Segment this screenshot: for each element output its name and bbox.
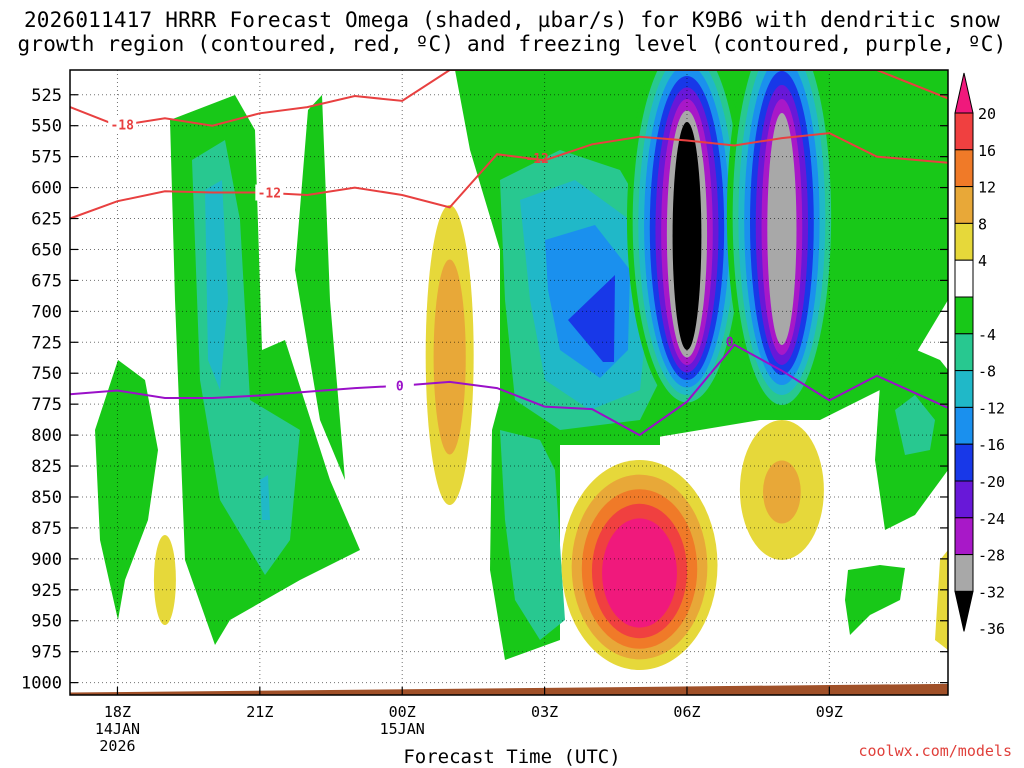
colorbar-label--12: -12 xyxy=(978,399,1005,417)
colorbar-label--16: -16 xyxy=(978,436,1005,454)
colorbar-bin--4to4 xyxy=(954,259,974,298)
y-tick-label-850: 850 xyxy=(31,488,62,508)
colorbar-bin-4to8 xyxy=(954,222,974,261)
colorbar-bin--8to-4 xyxy=(954,296,974,335)
colorbar-label-16: 16 xyxy=(978,142,996,160)
colorbar-label--32: -32 xyxy=(978,583,1005,601)
colorbar-bin-8to12 xyxy=(954,186,974,224)
colorbar-label-12: 12 xyxy=(978,179,996,197)
freezing-level-contour-layer: 0 xyxy=(70,343,948,437)
x-tick-label-15JAN: 15JAN xyxy=(380,720,425,738)
chart-title-line-1: 2026011417 HRRR Forecast Omega (shaded, … xyxy=(23,8,1001,32)
omega-descent-01Z-level-2 xyxy=(433,259,466,455)
omega-darkblue-03Z xyxy=(568,275,615,362)
colorbar-label--4: -4 xyxy=(978,326,996,344)
y-tick-label-875: 875 xyxy=(31,519,62,539)
colorbar-bin--12to-8 xyxy=(954,333,974,372)
colorbar-bin--20to-16 xyxy=(954,406,974,445)
colorbar-bin--28to-24 xyxy=(954,480,974,519)
plot-frame xyxy=(69,69,949,696)
credit-text: coolwx.com/models xyxy=(858,742,1012,760)
y-tick-label-725: 725 xyxy=(31,333,62,353)
y-tick-label-600: 600 xyxy=(31,179,62,199)
dgz-contour-minus12 xyxy=(70,132,948,220)
y-tick-label-525: 525 xyxy=(31,86,62,106)
omega-green-18Z xyxy=(95,360,158,620)
colorbar-label-4: 4 xyxy=(978,252,987,270)
x-tick-label-03Z: 03Z xyxy=(531,703,558,721)
y-tick-label-950: 950 xyxy=(31,612,62,632)
colorbar-bottom-arrow xyxy=(954,590,974,632)
omega-cyan-west-low xyxy=(260,475,270,520)
omega-descent-11Z xyxy=(935,550,948,650)
terrain-strip xyxy=(70,683,948,695)
dgz-contour-minus18-layer: -18 xyxy=(70,70,948,133)
y-tick-label-800: 800 xyxy=(31,426,62,446)
x-axis-title: Forecast Time (UTC) xyxy=(403,746,621,768)
omega-cyan-west xyxy=(205,180,228,390)
freezing-level-contour-label-bg xyxy=(385,377,414,394)
y-tick-label-700: 700 xyxy=(31,302,62,322)
y-tick-label-675: 675 xyxy=(31,271,62,291)
dgz-contour-minus12-label-bg xyxy=(255,184,284,201)
colorbar-bin--16to-12 xyxy=(954,370,974,408)
colorbar-bin--36to-32 xyxy=(954,554,974,592)
omega-descent-07Z-level-2 xyxy=(762,460,801,524)
colorbar-bin--24to-20 xyxy=(954,443,974,482)
x-tick-label-2026: 2026 xyxy=(99,737,135,755)
dgz-contour-minus12-layer: -12 xyxy=(70,132,948,220)
plot-layer xyxy=(70,70,948,695)
colorbar-top-arrow xyxy=(954,72,974,114)
freezing-level-contour xyxy=(70,343,948,437)
y-tick-label-925: 925 xyxy=(31,581,62,601)
freezing-level-contour-label: 0 xyxy=(396,380,404,395)
dgz-contour-minus18-label-bg xyxy=(108,116,137,133)
y-tick-label-625: 625 xyxy=(31,210,62,230)
y-tick-label-775: 775 xyxy=(31,395,62,415)
y-tick-label-1000: 1000 xyxy=(21,674,62,694)
colorbar-label--24: -24 xyxy=(978,510,1005,528)
colorbar-bin-16to20 xyxy=(954,112,974,151)
dgz-contour-minus12-label-2: -12 xyxy=(525,152,548,167)
y-tick-label-750: 750 xyxy=(31,364,62,384)
freezing-level-label-2: 0 xyxy=(726,335,734,350)
x-tick-label-09Z: 09Z xyxy=(816,703,843,721)
x-tick-label-00Z: 00Z xyxy=(389,703,416,721)
colorbar-label--20: -20 xyxy=(978,473,1005,491)
colorbar-label-8: 8 xyxy=(978,215,987,233)
omega-core-06Z-level-9 xyxy=(672,122,702,350)
x-tick-label-06Z: 06Z xyxy=(673,703,700,721)
colorbar-label--28: -28 xyxy=(978,547,1005,565)
y-tick-label-650: 650 xyxy=(31,240,62,260)
omega-teal-03Z-low xyxy=(500,430,565,640)
y-tick-label-550: 550 xyxy=(31,117,62,137)
x-tick-label-21Z: 21Z xyxy=(246,703,273,721)
x-tick-label-18Z: 18Z xyxy=(104,703,131,721)
omega-green-22Z xyxy=(295,95,345,480)
dgz-contour-minus18 xyxy=(70,70,948,127)
y-tick-label-900: 900 xyxy=(31,550,62,570)
omega-descent-18Z-level-1 xyxy=(153,535,176,625)
colorbar-label--36: -36 xyxy=(978,620,1005,638)
dgz-contour-minus12-label: -12 xyxy=(258,187,281,202)
y-tick-label-825: 825 xyxy=(31,457,62,477)
y-tick-label-975: 975 xyxy=(31,643,62,663)
omega-green-09Z xyxy=(845,565,905,635)
chart-title-line-2: growth region (contoured, red, ºC) and f… xyxy=(17,32,1007,56)
x-tick-label-14JAN: 14JAN xyxy=(95,720,140,738)
colorbar-bin-12to16 xyxy=(954,149,974,188)
omega-descent-05Z-level-5 xyxy=(602,518,677,628)
colorbar-bin--32to-28 xyxy=(954,517,974,556)
omega-teal-10Z xyxy=(895,395,935,455)
colorbar-label-20: 20 xyxy=(978,105,996,123)
colorbar-label--8: -8 xyxy=(978,363,996,381)
dgz-contour-minus18-label: -18 xyxy=(110,118,134,133)
omega-core-08Z-level-8 xyxy=(767,113,797,345)
y-tick-label-575: 575 xyxy=(31,148,62,168)
